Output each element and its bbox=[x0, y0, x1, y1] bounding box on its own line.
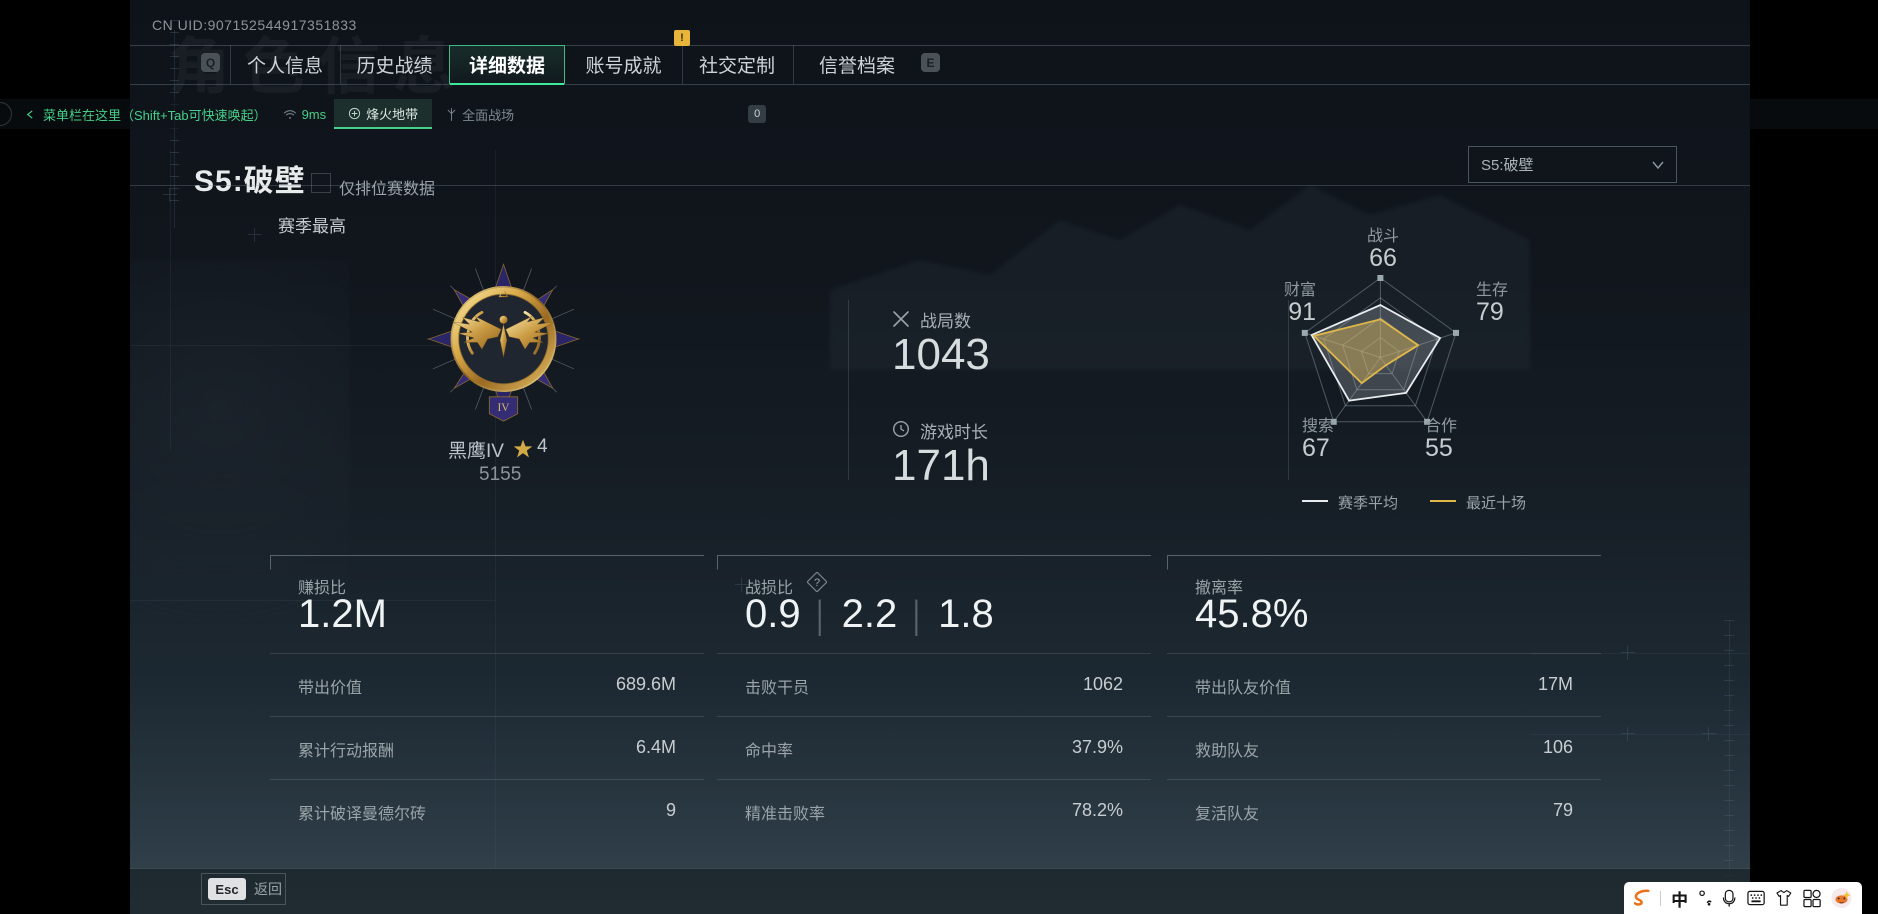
svg-text:?: ? bbox=[814, 577, 820, 589]
